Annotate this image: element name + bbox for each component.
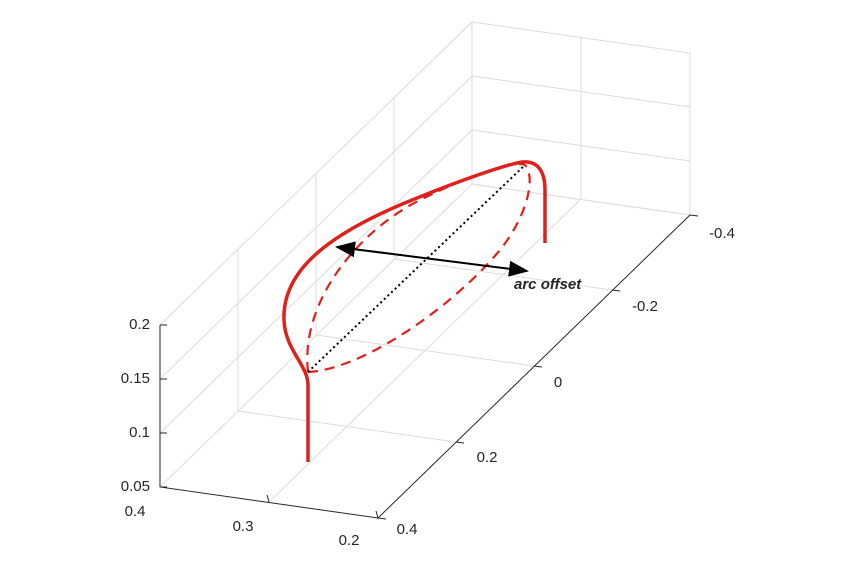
y-tick-label: 0: [554, 374, 562, 391]
y-tick-labels: 0.4 0.2 0 -0.2 -0.4: [397, 225, 735, 538]
y-tick-label: -0.2: [632, 298, 658, 315]
z-tick-label: 0.2: [129, 316, 150, 333]
annotation: arc offset: [514, 276, 582, 293]
grid: [159, 21, 691, 503]
z-tick-label: 0.05: [121, 478, 150, 495]
x-tick-label: 0.2: [339, 532, 360, 549]
axes: [159, 214, 699, 520]
y-tick-label: 0.4: [397, 521, 418, 538]
arc-solid: [282, 160, 547, 462]
z-tick-labels: 0.2 0.15 0.1 0.05: [121, 316, 150, 495]
y-tick-label: -0.4: [709, 225, 735, 242]
z-tick-label: 0.15: [121, 370, 150, 387]
x-tick-labels: 0.4 0.3 0.2: [125, 503, 360, 549]
x-tick-label: 0.4: [125, 503, 146, 520]
x-tick-label: 0.3: [233, 518, 254, 535]
arc-dashed-upper: [306, 163, 526, 373]
z-tick-label: 0.1: [129, 424, 150, 441]
y-tick-label: 0.2: [477, 449, 498, 466]
offset-arrow: [335, 241, 529, 277]
curves: [282, 160, 547, 462]
